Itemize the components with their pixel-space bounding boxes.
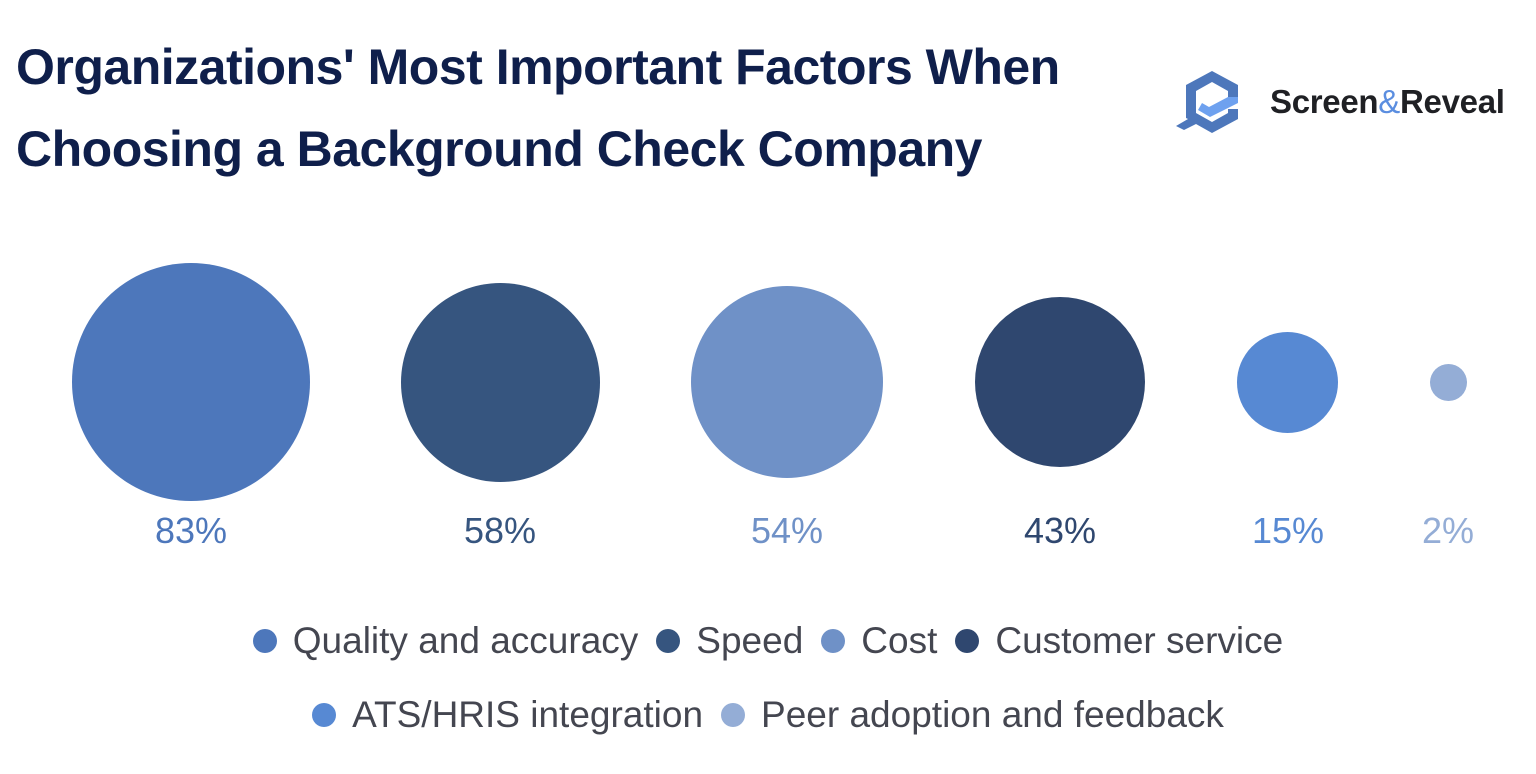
legend-dot-icon <box>312 703 337 727</box>
value-label-cost: 54% <box>750 510 824 551</box>
bubble-customer-service <box>975 297 1145 467</box>
logo-wordmark: Screen&Reveal <box>1270 83 1505 120</box>
legend-item-peer-adoption: Peer adoption and feedback <box>721 694 1224 736</box>
legend-item-customer-service: Customer service <box>955 620 1283 662</box>
title-line-2: Choosing a Background Check Company <box>16 121 982 177</box>
legend-item-cost: Cost <box>821 620 937 662</box>
value-label-speed: 58% <box>463 510 537 551</box>
bubble-peer-adoption <box>1430 364 1467 401</box>
value-label-quality: 83% <box>154 510 228 551</box>
screen-reveal-logo-icon <box>1176 71 1238 133</box>
bubble-quality-and-accuracy <box>72 263 310 501</box>
legend-item-ats-hris: ATS/HRIS integration <box>312 694 703 736</box>
value-label-ats-hris: 15% <box>1251 510 1325 551</box>
legend-dot-icon <box>721 703 746 727</box>
legend-item-quality: Quality and accuracy <box>252 620 638 662</box>
legend-row-2: ATS/HRIS integration Peer adoption and f… <box>0 690 1536 740</box>
legend-item-speed: Speed <box>656 620 803 662</box>
bubble-speed <box>401 283 600 482</box>
brand-logo: Screen&Reveal <box>1172 66 1505 138</box>
legend-dot-icon <box>252 629 277 653</box>
bubble-cost <box>691 286 883 478</box>
title-line-1: Organizations' Most Important Factors Wh… <box>16 39 1060 95</box>
value-label-peer-adoption: 2% <box>1421 510 1475 551</box>
legend-row-1: Quality and accuracy Speed Cost Customer… <box>0 616 1536 666</box>
bubble-ats-hris-integration <box>1237 332 1338 433</box>
legend-dot-icon <box>955 629 980 653</box>
legend-dot-icon <box>821 629 846 653</box>
chart-title: Organizations' Most Important Factors Wh… <box>16 26 1166 190</box>
value-label-customer-service: 43% <box>1023 510 1097 551</box>
legend-dot-icon <box>656 629 681 653</box>
